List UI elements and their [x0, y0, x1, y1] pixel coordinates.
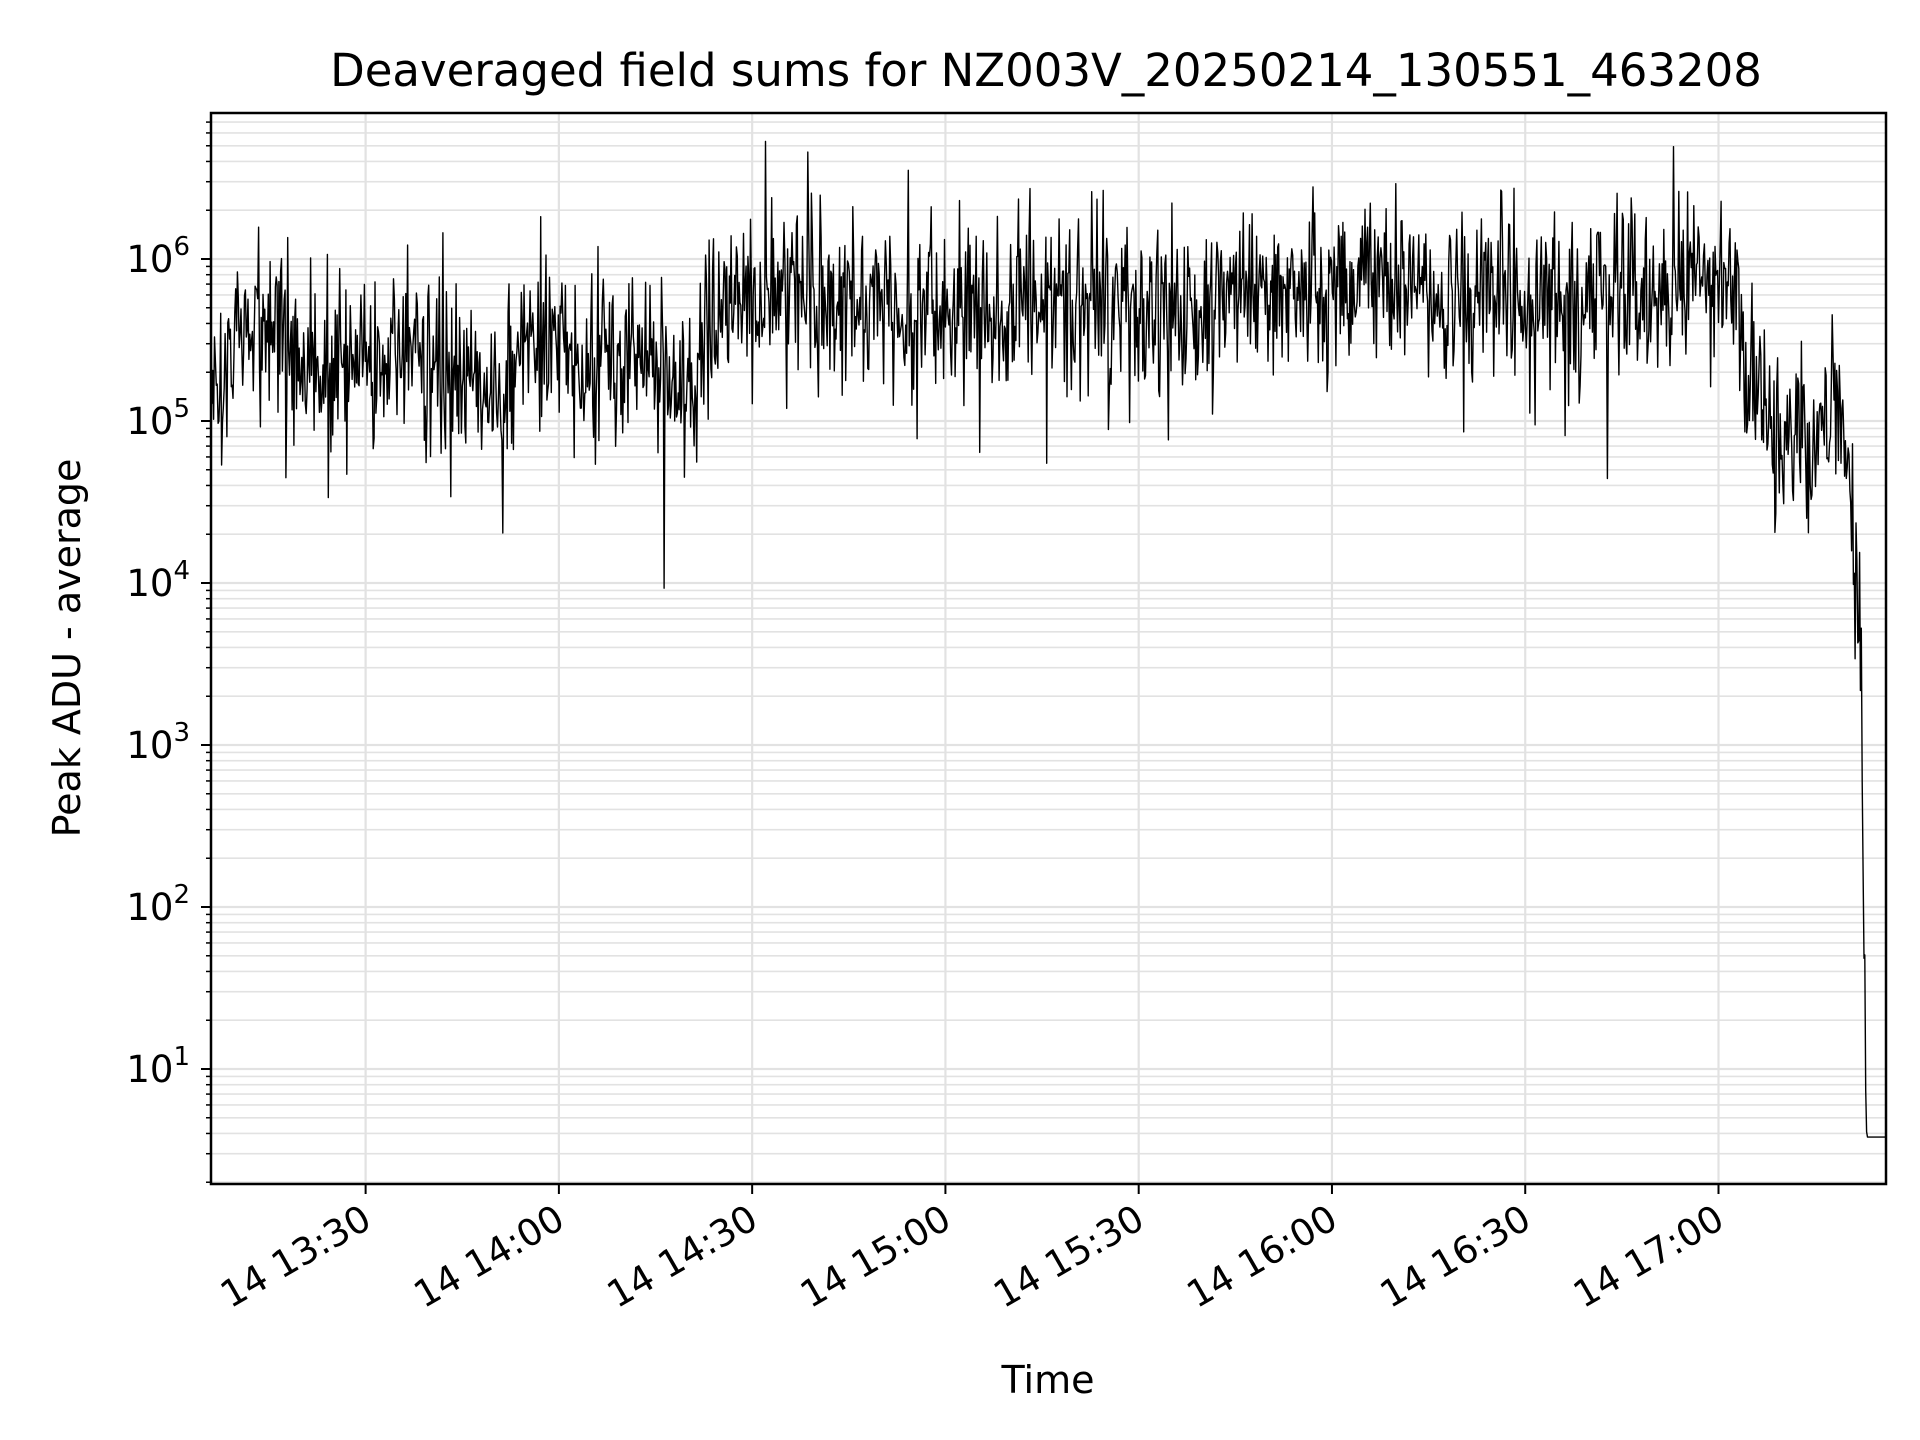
y-tick-label: 101 [126, 1042, 190, 1091]
series-line [210, 140, 1886, 1138]
x-tick-label: 14 13:30 [213, 1197, 378, 1317]
x-ticks: 14 13:30 14 14:00 14 14:30 14 15:00 14 15:30… [213, 1184, 1731, 1317]
x-tick-label: 14 14:30 [600, 1197, 765, 1317]
x-tick-label: 14 16:00 [1180, 1197, 1345, 1317]
x-tick-label: 14 16:30 [1373, 1197, 1538, 1317]
x-tick-label: 14 14:00 [407, 1197, 572, 1317]
x-tick-label: 14 15:00 [793, 1197, 958, 1317]
x-tick-label: 14 15:30 [986, 1197, 1151, 1317]
x-axis-label: Time [1001, 1358, 1095, 1402]
y-tick-label: 103 [126, 718, 190, 767]
series-layer [210, 140, 1886, 1138]
x-tick-label: 14 17:00 [1566, 1197, 1731, 1317]
chart-title: Deaveraged field sums for NZ003V_2025021… [330, 44, 1762, 97]
y-ticks: 101 102 103 104 105 106 [126, 121, 211, 1183]
y-tick-label: 105 [126, 394, 190, 443]
y-tick-label: 102 [126, 880, 190, 929]
y-axis-label: Peak ADU - average [45, 459, 89, 838]
y-tick-label: 104 [126, 556, 190, 605]
plot-frame [209, 111, 1888, 1186]
y-tick-label: 106 [126, 232, 190, 281]
